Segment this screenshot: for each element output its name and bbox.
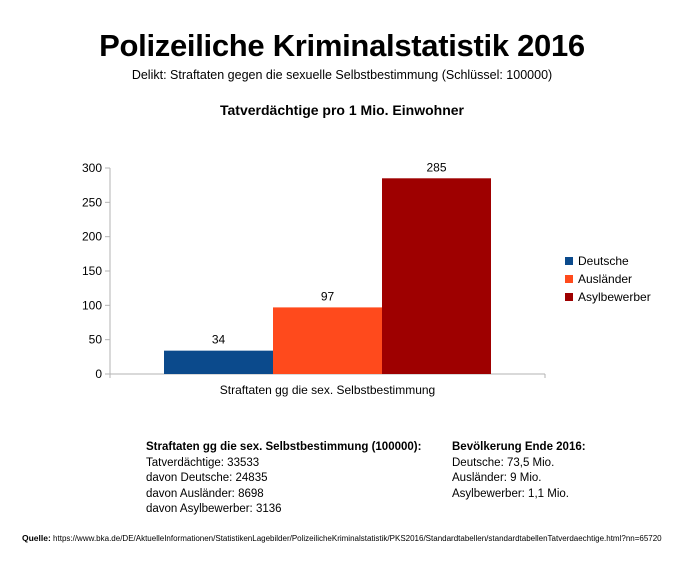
y-tick-label: 250 — [82, 195, 102, 209]
legend-item: Ausländer — [565, 270, 651, 288]
legend-item: Asylbewerber — [565, 288, 651, 306]
y-tick-label: 150 — [82, 264, 102, 278]
bar-deutsche — [164, 350, 273, 374]
bar-data-label: 34 — [212, 333, 226, 347]
population-stats-line: Asylbewerber: 1,1 Mio. — [452, 487, 569, 500]
source-citation: Quelle: https://www.bka.de/DE/AktuelleIn… — [22, 533, 662, 543]
y-tick-label: 200 — [82, 230, 102, 244]
population-stats-heading: Bevölkerung Ende 2016: — [452, 441, 586, 453]
population-stats-block: Bevölkerung Ende 2016: Deutsche: 73,5 Mi… — [452, 440, 586, 502]
legend-swatch — [565, 257, 573, 265]
y-tick-label: 50 — [89, 333, 103, 347]
legend-label: Ausländer — [578, 272, 633, 286]
legend-label: Deutsche — [578, 254, 629, 268]
bar-asylbewerber — [382, 178, 491, 374]
legend-swatch — [565, 275, 573, 283]
bar-data-label: 97 — [321, 289, 335, 303]
offense-stats-heading: Straftaten gg die sex. Selbstbestimmung … — [146, 441, 422, 453]
offense-stats-line: Tatverdächtige: 33533 — [146, 456, 260, 469]
legend-label: Asylbewerber — [578, 290, 651, 304]
page-subtitle: Delikt: Straftaten gegen die sexuelle Se… — [131, 68, 553, 82]
y-tick-label: 100 — [82, 298, 102, 312]
y-tick-label: 300 — [82, 161, 102, 175]
source-url: https://www.bka.de/DE/AktuelleInformatio… — [53, 534, 662, 543]
y-tick-label: 0 — [95, 367, 102, 381]
chart-title: Tatverdächtige pro 1 Mio. Einwohner — [220, 102, 464, 118]
offense-stats-line: davon Deutsche: 24835 — [146, 472, 268, 484]
legend-item: Deutsche — [565, 252, 651, 270]
bar-ausländer — [273, 307, 382, 374]
offense-stats-block: Straftaten gg die sex. Selbstbestimmung … — [146, 440, 421, 518]
x-category-label: Straftaten gg die sex. Selbstbestimmung — [220, 383, 435, 397]
page-title: Polizeiliche Kriminalstatistik 2016 — [99, 28, 585, 63]
legend-swatch — [565, 293, 573, 301]
population-stats-line: Deutsche: 73,5 Mio. — [452, 456, 555, 469]
source-label: Quelle: — [22, 533, 51, 543]
bar-data-label: 285 — [426, 160, 446, 174]
chart-legend: Deutsche Ausländer Asylbewerber — [565, 252, 651, 306]
offense-stats-line: davon Asylbewerber: 3136 — [146, 503, 282, 515]
population-stats-line: Ausländer: 9 Mio. — [452, 472, 542, 484]
bar-chart: 0 50 100 150 200 250 300 34 97 285 Straftaten gg d… — [82, 160, 546, 397]
offense-stats-line: davon Ausländer: 8698 — [146, 487, 264, 500]
